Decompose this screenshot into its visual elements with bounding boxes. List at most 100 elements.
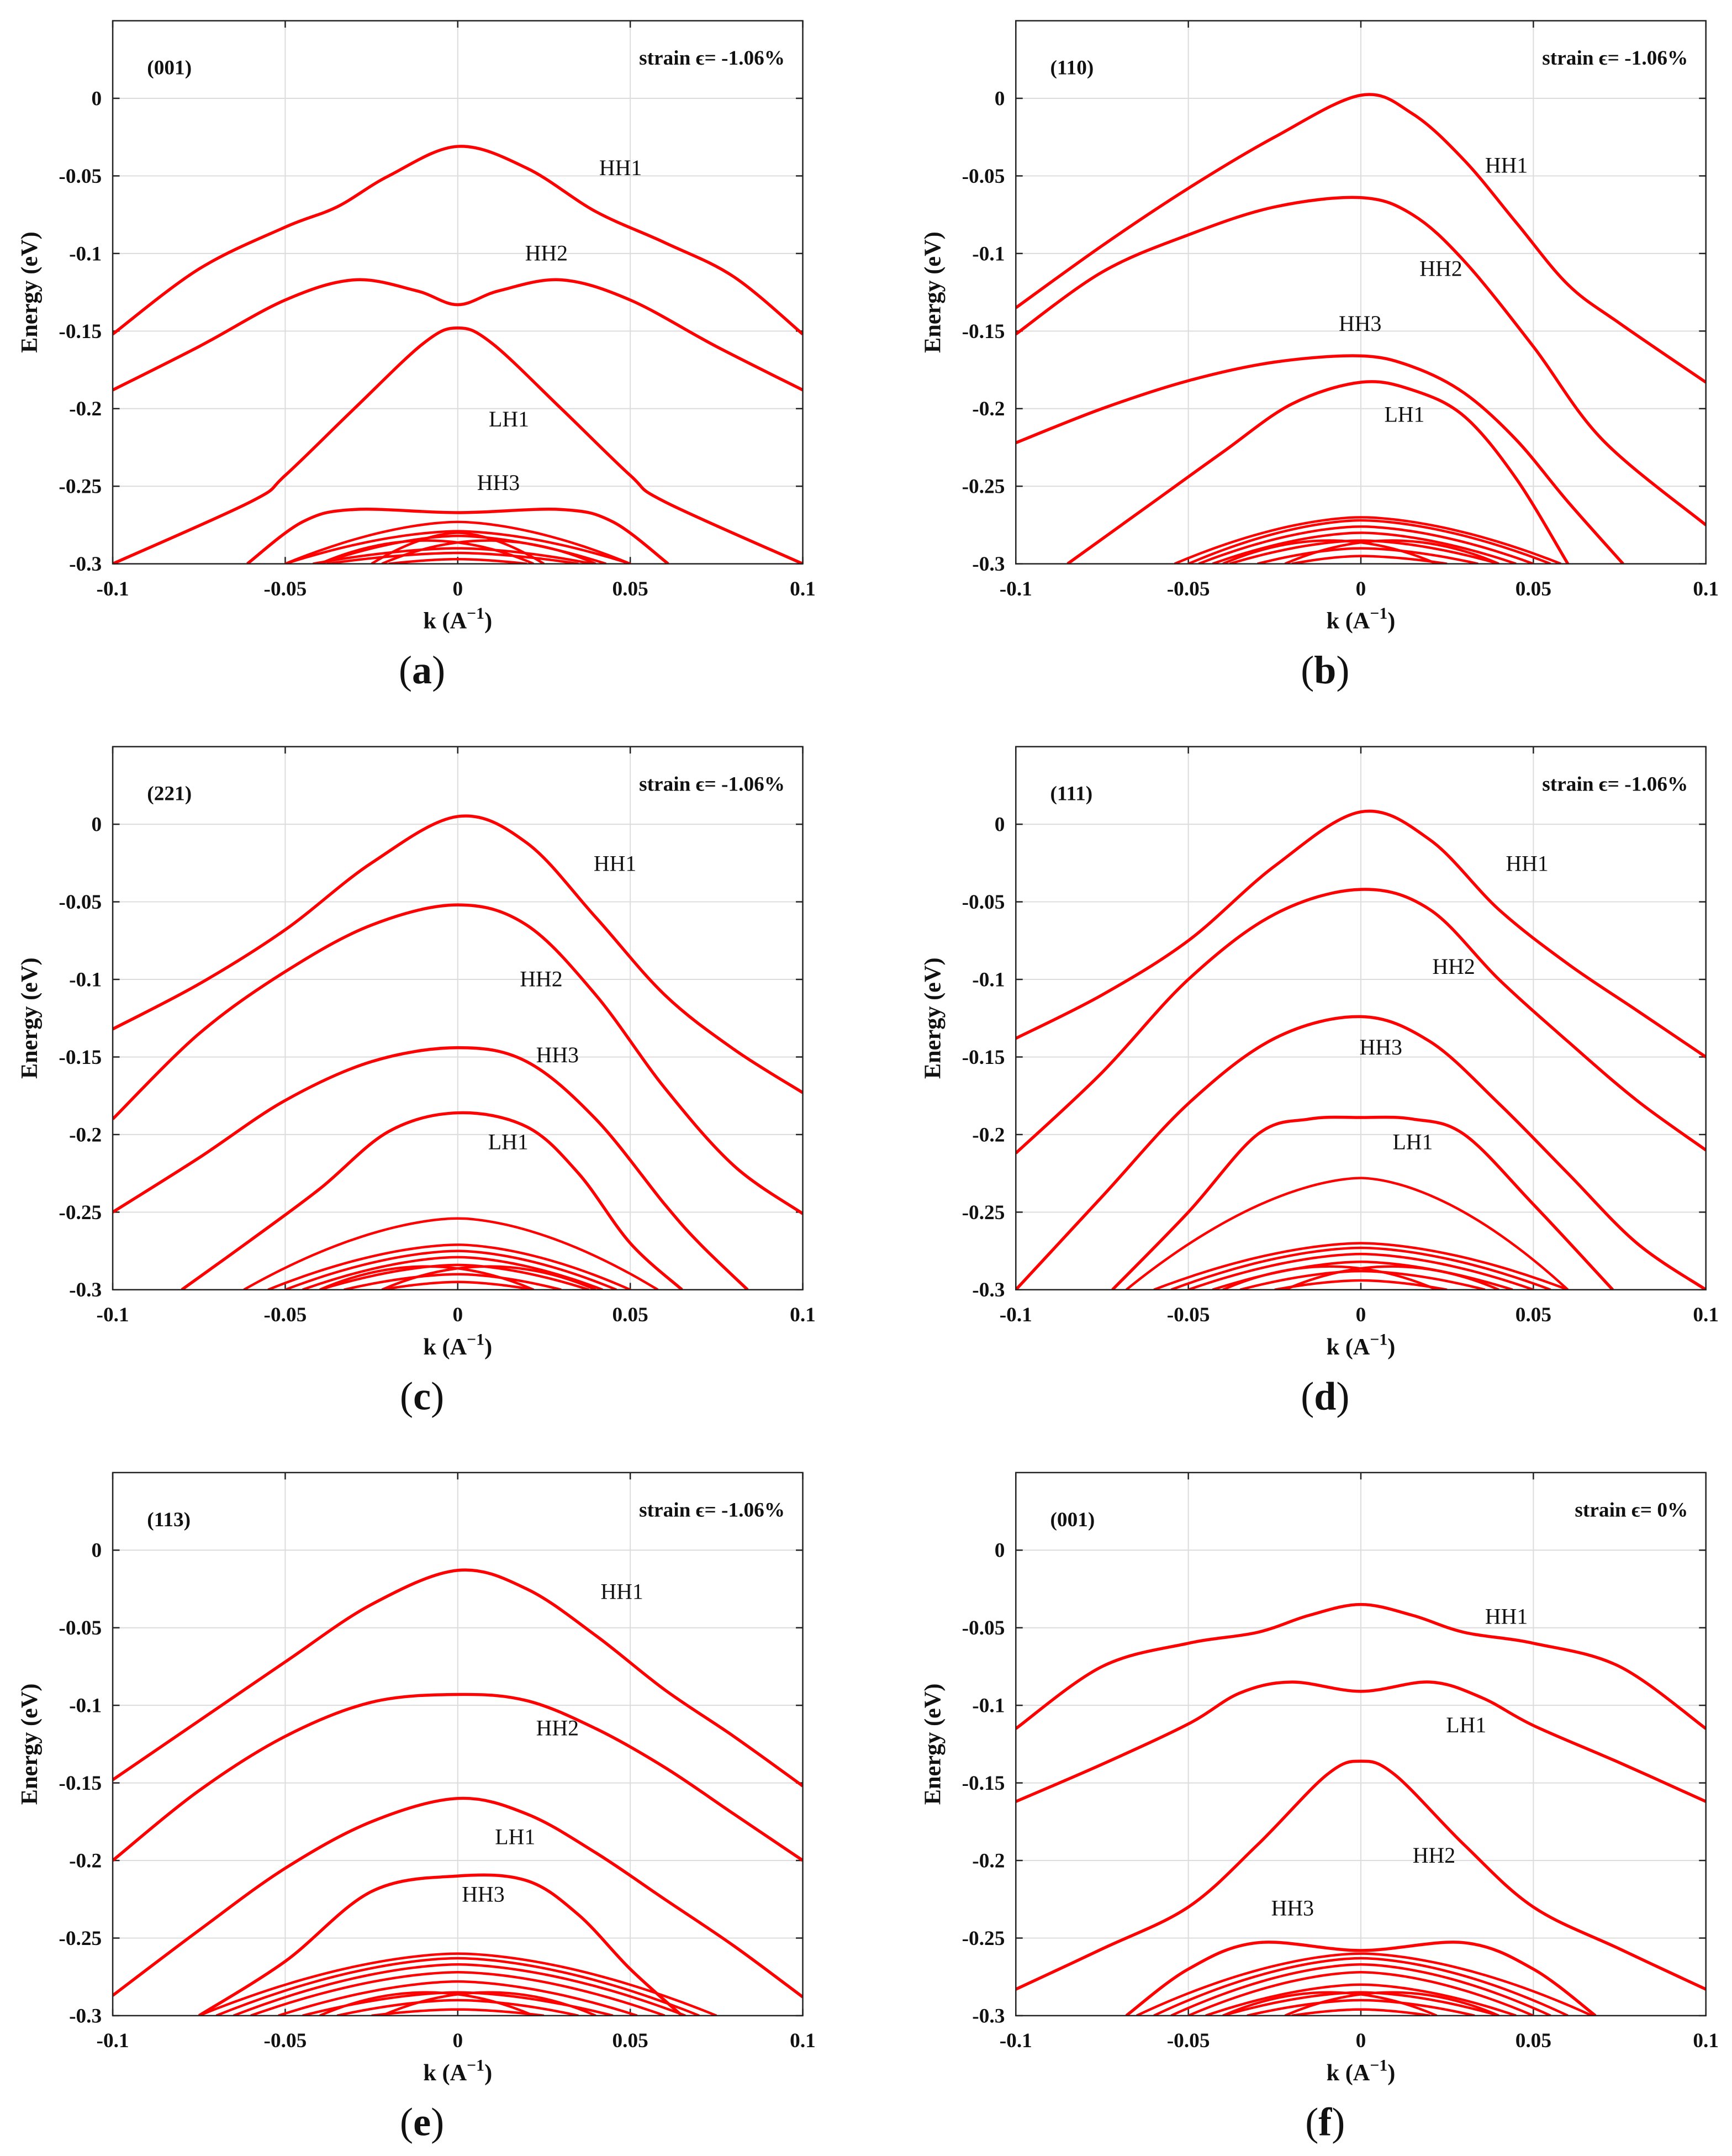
band-label-hh2: HH2 [536, 1716, 579, 1741]
band-label-hh1: HH1 [600, 1580, 643, 1604]
x-tick-label: 0.1 [790, 1304, 816, 1326]
x-axis-label-text: k (A [1327, 2060, 1370, 2086]
band-label-hh2: HH2 [1432, 955, 1475, 979]
orientation-label: (113) [147, 1509, 191, 1531]
y-tick-label: -0.25 [962, 1201, 1005, 1224]
band-curve-lh1 [113, 1796, 803, 1999]
x-tick-label: -0.1 [97, 2030, 129, 2052]
x-axis-label-exponent: −1 [467, 604, 484, 623]
y-tick-label: 0 [995, 87, 1005, 110]
caption-paren: ) [1336, 1374, 1349, 1418]
band-label-hh3: HH3 [462, 1882, 504, 1906]
y-tick-label: -0.3 [69, 553, 102, 576]
panel-b: -0.1 -0.05 0 0.05 0.1 0 -0.05 -0.1 -0.15 -0.2 -0.2… [920, 20, 1719, 692]
subband-curve [1136, 1952, 1593, 2016]
subband-curve [1170, 1963, 1551, 2016]
subband-curve [319, 1991, 535, 2016]
y-tick-label: -0.1 [69, 243, 102, 265]
x-tick-label: -0.1 [1000, 1304, 1032, 1326]
caption-letter: a [412, 648, 432, 692]
caption-paren: ) [432, 648, 445, 692]
y-tick-label: -0.3 [972, 553, 1005, 576]
subband-curve [1239, 1269, 1486, 1290]
band-label-hh2: HH2 [1413, 1843, 1455, 1868]
band-curve-lh1 [181, 1111, 683, 1290]
subband-curve [1187, 1252, 1534, 1290]
band-label-hh2: HH2 [1419, 256, 1462, 281]
x-tick-label: 0.05 [612, 1304, 648, 1326]
subband-curve [1257, 547, 1478, 564]
subband-curve [1187, 1971, 1534, 2016]
band-curve-hh1 [1016, 1602, 1706, 1730]
subband-curve [1222, 1991, 1438, 2016]
strain-label: strain ϵ= -1.06% [639, 773, 785, 795]
x-tick-label: -0.05 [264, 578, 307, 600]
y-tick-label: -0.25 [962, 476, 1005, 498]
band-label-hh1: HH1 [594, 852, 636, 876]
subband-curve [284, 1250, 617, 1290]
y-tick-label: -0.15 [59, 1772, 102, 1795]
x-axis-label: k (A−1) [423, 2056, 492, 2085]
y-axis-label: Energy (eV) [920, 231, 946, 353]
y-tick-label: -0.15 [962, 320, 1005, 343]
x-axis-label: k (A−1) [1327, 604, 1396, 634]
panel-caption: (f) [1305, 2100, 1345, 2144]
x-axis-label-text: k (A [1327, 1334, 1370, 1360]
subband-curve [1247, 1999, 1475, 2016]
band-curve-hh1 [113, 814, 803, 1094]
x-tick-label: -0.1 [1000, 578, 1032, 600]
y-tick-label: -0.15 [962, 1046, 1005, 1069]
panel-d: -0.1 -0.05 0 0.05 0.1 0 -0.05 -0.1 -0.15 -0.2 -0.2… [920, 746, 1719, 1418]
y-tick-label: -0.15 [962, 1772, 1005, 1795]
y-tick-label: -0.05 [962, 891, 1005, 914]
caption-letter: b [1314, 648, 1336, 692]
y-tick-label: -0.1 [972, 243, 1005, 265]
caption-letter: c [413, 1374, 431, 1418]
subband-curve [381, 1280, 534, 1290]
caption-paren: ) [431, 2100, 444, 2144]
subband-curve [267, 1243, 631, 1290]
y-tick-label: -0.1 [69, 968, 102, 991]
band-curve-lh1 [1111, 1115, 1614, 1290]
subband-curve [1170, 1246, 1551, 1290]
y-tick-label: -0.25 [962, 1927, 1005, 1950]
band-curve-hh3 [1016, 1015, 1706, 1290]
band-curve-hh3 [113, 1046, 749, 1290]
x-axis-label-exponent: −1 [467, 1330, 484, 1348]
band-curve-hh3 [1125, 1941, 1597, 2016]
subband-curve [1187, 519, 1551, 564]
y-tick-label: 0 [995, 814, 1005, 836]
y-tick-label: -0.3 [69, 2005, 102, 2027]
plot-area [113, 1568, 803, 2016]
y-tick-label: -0.2 [972, 1849, 1005, 1872]
caption-paren: ( [1305, 2100, 1318, 2144]
y-tick-label: -0.2 [972, 398, 1005, 420]
subband-curve [302, 1256, 603, 1290]
y-axis-label: Energy (eV) [920, 957, 946, 1079]
axes-frame [1015, 1472, 1707, 2017]
caption-paren: ) [431, 1374, 444, 1418]
caption-letter: d [1314, 1374, 1336, 1418]
y-tick-label: -0.3 [972, 1279, 1005, 1301]
plot-area [1016, 809, 1706, 1290]
axes-frame [112, 1472, 804, 2017]
subband-curve [344, 1273, 562, 1290]
plot-area [1016, 93, 1706, 564]
subband-curve [1222, 1991, 1499, 2016]
y-tick-label: -0.1 [69, 1695, 102, 1717]
subband-curve [250, 1971, 666, 2016]
x-tick-label: -0.05 [264, 2030, 307, 2052]
x-axis-label-text: k (A [423, 2060, 467, 2086]
x-tick-label: -0.05 [1167, 1304, 1210, 1326]
panel-a: -0.1 -0.05 0 0.05 0.1 0 -0.05 -0.1 -0.15 -0.2 -0.2… [17, 20, 816, 692]
x-tick-label: -0.1 [97, 1304, 129, 1326]
band-label-lh1: LH1 [1392, 1130, 1433, 1154]
y-tick-label: -0.05 [962, 165, 1005, 188]
x-tick-label: 0 [1356, 2030, 1366, 2052]
x-tick-label: 0.05 [612, 2030, 648, 2052]
band-curve-lh1 [113, 326, 803, 564]
band-curve-hh2 [113, 1693, 803, 1862]
strain-label: strain ϵ= 0% [1575, 1499, 1688, 1521]
orientation-label: (001) [1050, 1509, 1095, 1531]
y-tick-label: 0 [92, 814, 102, 836]
